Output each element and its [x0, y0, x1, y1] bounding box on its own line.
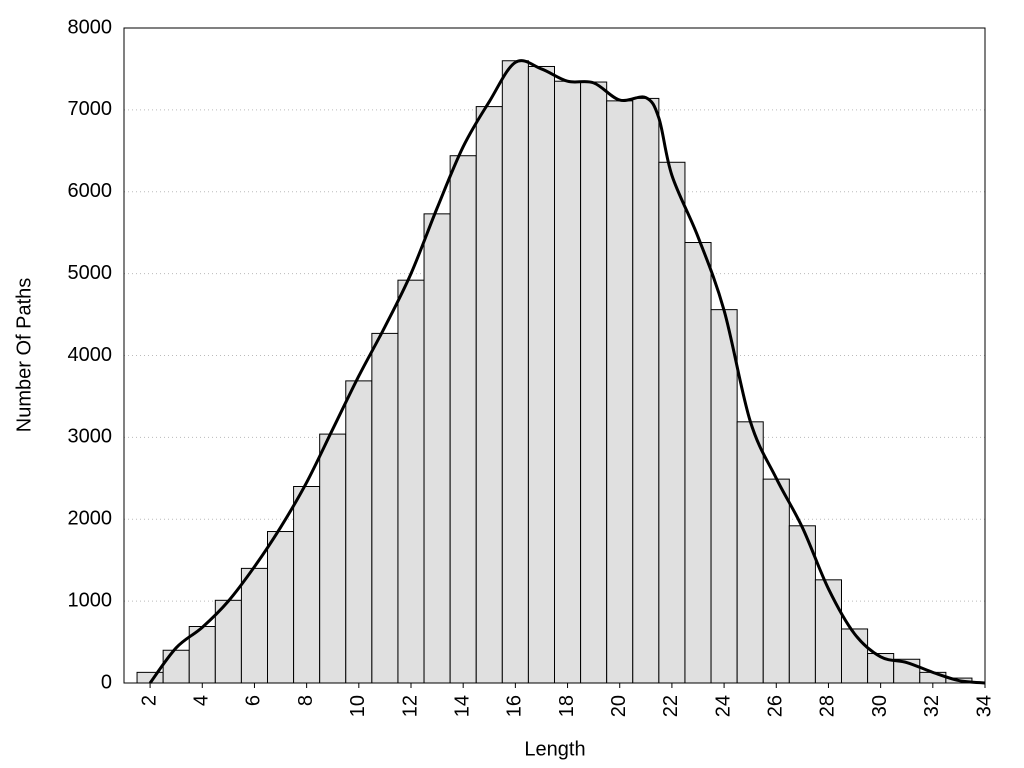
y-tick-label: 5000	[68, 262, 113, 284]
x-tick-label: 2	[138, 695, 160, 706]
x-tick-label: 28	[817, 695, 839, 717]
x-tick-label: 30	[869, 695, 891, 717]
y-tick-label: 8000	[68, 16, 113, 38]
bar	[919, 671, 947, 684]
x-tick-label: 6	[243, 695, 265, 706]
bar	[293, 486, 321, 684]
density-curve	[148, 59, 986, 685]
bar	[606, 100, 634, 684]
y-tick-label: 0	[101, 671, 112, 693]
x-tick-label: 10	[347, 695, 369, 717]
y-tick-label: 4000	[68, 344, 113, 366]
x-tick-label: 14	[451, 695, 473, 717]
x-tick-label: 24	[712, 695, 734, 717]
x-tick-label: 32	[921, 695, 943, 717]
bar	[658, 161, 686, 684]
bar	[397, 279, 425, 684]
bar	[736, 421, 764, 684]
y-tick-label: 7000	[68, 98, 113, 120]
bar	[371, 332, 399, 684]
x-tick-label: 8	[295, 695, 317, 706]
bar	[527, 65, 556, 684]
y-tick-label: 3000	[68, 426, 113, 448]
bar	[580, 81, 608, 684]
x-tick-label: 34	[973, 695, 995, 717]
x-tick-label: 16	[504, 695, 526, 717]
bar	[162, 649, 190, 684]
bar	[423, 213, 451, 684]
x-tick-label: 12	[399, 695, 421, 717]
x-tick-label: 4	[191, 695, 213, 706]
bar	[710, 309, 738, 684]
bar	[240, 567, 268, 684]
x-axis-label: Length	[524, 738, 585, 760]
bar	[762, 478, 790, 684]
bar	[501, 60, 529, 684]
y-tick-label: 2000	[68, 508, 113, 530]
bar	[267, 531, 295, 684]
bar	[554, 80, 582, 684]
y-tick-label: 1000	[68, 589, 113, 611]
bar	[814, 579, 843, 684]
bar	[345, 380, 373, 684]
x-tick-label: 26	[765, 695, 787, 717]
bar	[449, 155, 477, 684]
bar	[475, 106, 503, 684]
x-tick-label: 18	[556, 695, 578, 717]
bar	[632, 97, 660, 684]
bar	[841, 628, 869, 684]
bar	[684, 242, 712, 684]
y-tick-label: 6000	[68, 180, 113, 202]
x-tick-label: 22	[660, 695, 682, 717]
plot-frame	[123, 27, 986, 684]
x-tick-label: 20	[608, 695, 630, 717]
bar	[319, 433, 347, 684]
y-axis-label: Number Of Paths	[13, 278, 35, 433]
